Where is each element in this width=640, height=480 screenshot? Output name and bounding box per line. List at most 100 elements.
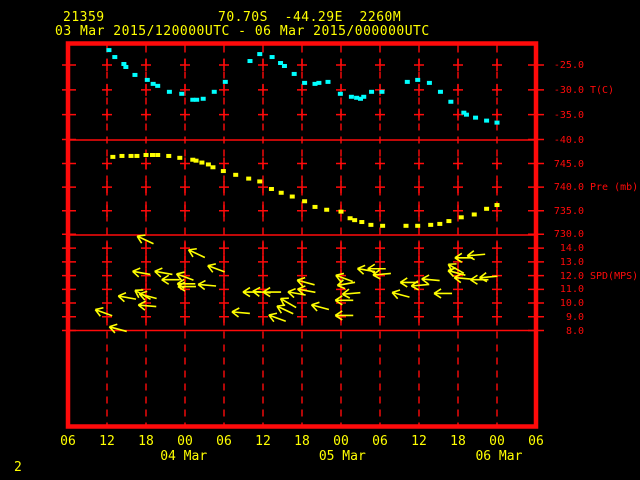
wind-arrow-glyph (279, 297, 297, 309)
pressure-data-point (289, 194, 295, 199)
x-axis-hour-label: 00 (489, 434, 505, 449)
pressure-data-point (205, 162, 211, 167)
pressure-data-point (368, 222, 374, 227)
pressure-tick-label: 730.0 (553, 229, 584, 241)
wind-arrow-glyph (268, 312, 287, 323)
temperature-data-point (379, 89, 385, 94)
page-number: 2 (14, 460, 23, 475)
wind-arrow (108, 323, 127, 334)
wind-arrow (433, 288, 453, 299)
pressure-data-point (324, 207, 330, 212)
wind-arrow (466, 250, 486, 261)
pressure-data-point (193, 158, 199, 163)
pressure-data-point (471, 212, 477, 217)
temperature-tick-label: -25.0 (553, 60, 584, 71)
wind-arrow-glyph (207, 263, 225, 273)
x-axis-date-label: 05 Mar (318, 449, 366, 464)
pressure-data-point (246, 176, 252, 181)
pressure-tick-label: 745.0 (553, 158, 584, 170)
pressure-data-point (119, 153, 125, 158)
pressure-data-point (359, 220, 365, 225)
temperature-data-point (358, 96, 363, 101)
temperature-tick-label: -35.0 (553, 109, 584, 121)
pressure-data-point (233, 172, 239, 177)
x-axis-hour-label: 06 (528, 434, 544, 449)
wind-arrow (262, 286, 282, 298)
pressure-data-point (155, 153, 161, 158)
temperature-data-point (121, 62, 127, 67)
wind-arrow-glyph (177, 281, 196, 292)
temperature-data-point (484, 118, 490, 123)
wind-arrow (410, 280, 430, 291)
wind-arrow (310, 301, 330, 312)
x-axis-hour-label: 12 (255, 434, 271, 449)
time-period: 03 Mar 2015/120000UTC - 06 Mar 2015/0000… (55, 24, 430, 39)
pressure-data-point (437, 221, 443, 226)
temperature-data-point (112, 55, 118, 60)
temperature-data-point (337, 91, 343, 96)
temperature-data-point (316, 80, 322, 85)
wind-arrow (132, 267, 151, 278)
wind-arrow-glyph (137, 300, 157, 311)
pressure-tick-label: 735.0 (553, 205, 584, 217)
wind-arrow (175, 271, 194, 282)
wind-arrow (372, 269, 391, 280)
wind-arrow (453, 272, 473, 284)
pressure-data-point (415, 223, 421, 228)
temperature-data-point (291, 71, 297, 76)
wind-arrow (94, 306, 113, 317)
pressure-data-point (312, 204, 318, 209)
temperature-data-point (190, 97, 196, 102)
pressure-data-point (199, 160, 205, 165)
wind-arrow (207, 263, 225, 273)
wind-arrow-glyph (132, 267, 151, 278)
pressure-data-point (150, 153, 155, 158)
pressure-data-point (380, 223, 386, 228)
x-axis-hour-label: 12 (411, 434, 427, 449)
temperature-data-point (302, 80, 308, 85)
pressure-data-point (220, 169, 226, 174)
pressure-data-point (403, 223, 409, 228)
wind-arrow-glyph (334, 310, 354, 321)
temperature-data-point (415, 77, 421, 82)
pressure-data-point (352, 218, 358, 223)
pressure-data-point (302, 199, 308, 204)
temperature-data-point (448, 99, 454, 104)
wind-arrow-glyph (479, 272, 498, 283)
wind_speed-tick-label: 13.0 (559, 256, 584, 268)
temperature-data-point (437, 89, 443, 94)
temperature-data-point (155, 83, 161, 88)
wind-arrow (268, 312, 287, 323)
wind-arrow (335, 272, 353, 283)
wind-arrow (297, 285, 316, 296)
pressure-data-point (166, 153, 172, 158)
pressure-data-point (428, 222, 434, 227)
wind-arrow-glyph (421, 274, 440, 285)
wind-arrow (334, 295, 354, 306)
wind-arrow-glyph (297, 285, 316, 296)
wind-arrow (187, 247, 206, 259)
wind-arrow (479, 272, 498, 283)
temperature-data-point (278, 61, 284, 66)
x-axis-hour-label: 18 (294, 434, 310, 449)
temperature-axis-unit-label: T(C) (590, 84, 615, 96)
x-axis-hour-label: 00 (177, 434, 193, 449)
wind-arrow (231, 307, 250, 318)
wind-arrow-glyph (391, 289, 410, 300)
wind-arrow-glyph (335, 272, 353, 283)
temperature-data-point (222, 79, 228, 84)
pressure-tick-label: 740.0 (553, 182, 584, 194)
x-axis-hour-label: 18 (450, 434, 466, 449)
wind-arrow-glyph (136, 234, 154, 245)
temperature-data-point (194, 97, 200, 102)
wind-arrow (421, 274, 440, 285)
wind-arrow-glyph (262, 286, 282, 298)
x-axis-date-label: 06 Mar (475, 449, 523, 464)
wind-arrow-glyph (108, 323, 127, 334)
wind-arrow (334, 310, 354, 321)
temperature-tick-label: -30.0 (553, 84, 584, 96)
wind-arrow-glyph (367, 263, 386, 274)
wind-arrow (177, 281, 196, 292)
wind-arrow-glyph (336, 279, 356, 290)
wind-arrow-glyph (433, 288, 453, 299)
